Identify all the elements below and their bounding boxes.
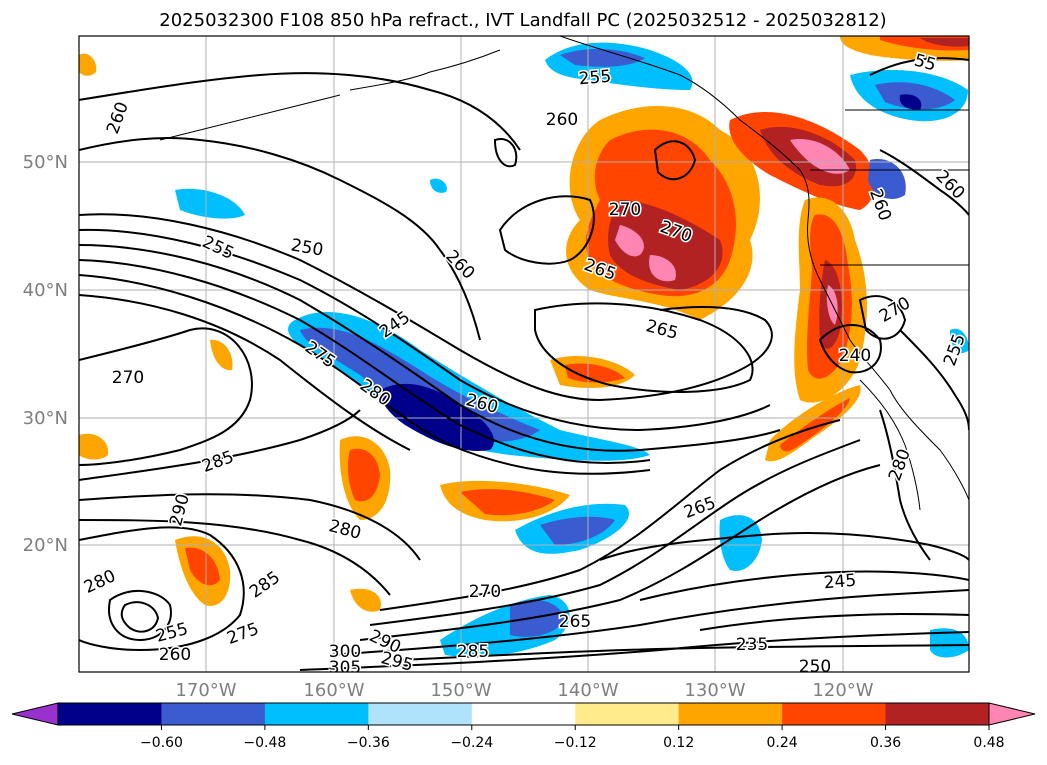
lon-label-150w: 150°W [430,680,491,701]
colorbar-box [368,703,473,725]
colorbar-tick-label: −0.36 [347,735,390,751]
colorbar-tick-label: −0.12 [554,735,597,751]
colorbar-tick-label: 0.24 [767,735,798,751]
contour-label: 300 [329,642,361,662]
contour-label: 270 [609,200,641,220]
contour-label: 250 [799,657,831,677]
colorbar-tick-label: −0.24 [450,735,493,751]
contour-label: 270 [112,368,144,388]
contour-label: 235 [736,635,768,655]
contour-label: 255 [578,67,612,90]
colorbar-frame [57,702,990,726]
lon-label-130w: 130°W [684,680,745,701]
colorbar-tick-label: −0.48 [243,735,286,751]
contour-label: 260 [546,110,578,130]
colorbar-box [575,703,680,725]
colorbar-tick-label: 0.12 [663,735,694,751]
contour-label: 270 [469,582,501,602]
colorbar-box [264,703,369,725]
contour-label: 285 [457,642,489,662]
colorbar-extend-low [11,702,59,726]
lon-label-120w: 120°W [812,680,873,701]
contour-lines [79,57,969,671]
lon-label-170w: 170°W [175,680,236,701]
contour-label: 240 [839,346,871,366]
lat-label-30n: 30°N [23,408,68,429]
contour-label: 305 [329,658,361,678]
lat-label-40n: 40°N [23,280,68,301]
map-frame [78,35,970,673]
figure-title: 2025032300 F108 850 hPa refract., IVT La… [159,10,886,31]
coastlines [159,36,969,511]
colorbar-tick-label: 0.36 [870,735,901,751]
lat-label-20n: 20°N [23,535,68,556]
colorbar-box [161,703,266,725]
contour-label: 295 [379,648,416,676]
contour-label: 265 [559,612,591,632]
contour-label: 245 [823,571,857,594]
contour-label: 260 [159,645,191,665]
colorbar-box [678,703,783,725]
lon-label-160w: 160°W [303,680,364,701]
colorbar: −0.60 −0.48 −0.36 −0.24 −0.12 0.12 0.24 0.36 0.4… [11,702,1036,751]
colorbar-box [58,703,162,725]
colorbar-box [885,703,990,725]
colorbar-extend-high [988,702,1036,726]
colorbar-box [782,703,887,725]
colorbar-tick-label: 0.48 [973,735,1004,751]
lat-label-50n: 50°N [23,152,68,173]
colorbar-box [471,703,576,725]
lon-label-140w: 140°W [557,680,618,701]
colorbar-tick-label: −0.60 [140,735,183,751]
